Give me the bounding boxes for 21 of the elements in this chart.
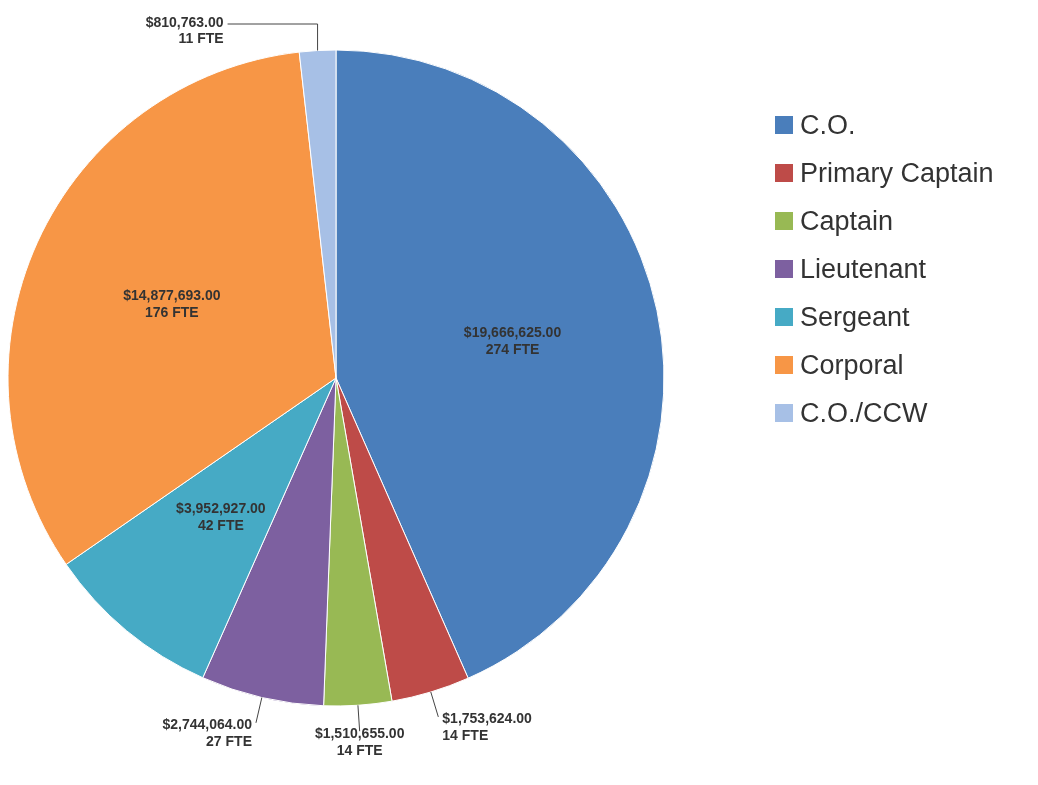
text: 11 FTE — [178, 30, 224, 47]
data-label: $19,666,625.00 — [463, 324, 562, 341]
data-label: $1,753,624.00 — [442, 710, 533, 727]
legend-label: C.O./CCW — [800, 398, 928, 428]
data-label: $3,952,927.00 — [176, 500, 266, 517]
data-label: $1,510,655.00 — [314, 724, 405, 741]
legend-label: Sergeant — [800, 302, 911, 332]
text: 14 FTE — [442, 727, 489, 744]
text: 42 FTE — [197, 517, 244, 534]
text: 176 FTE — [144, 303, 199, 320]
text: 14 FTE — [336, 741, 383, 758]
text: 274 FTE — [485, 341, 540, 358]
text: 27 FTE — [206, 733, 252, 750]
legend-label: C.O. — [800, 110, 856, 140]
legend-label: Primary Captain — [800, 158, 994, 188]
legend-label: Lieutenant — [800, 254, 927, 284]
legend-label: Captain — [800, 206, 894, 236]
data-label: $810,763.00 — [145, 13, 224, 30]
legend-label: Corporal — [800, 350, 904, 380]
data-label: $14,877,693.00 — [123, 286, 221, 303]
data-label: $2,744,064.00 — [162, 716, 253, 733]
